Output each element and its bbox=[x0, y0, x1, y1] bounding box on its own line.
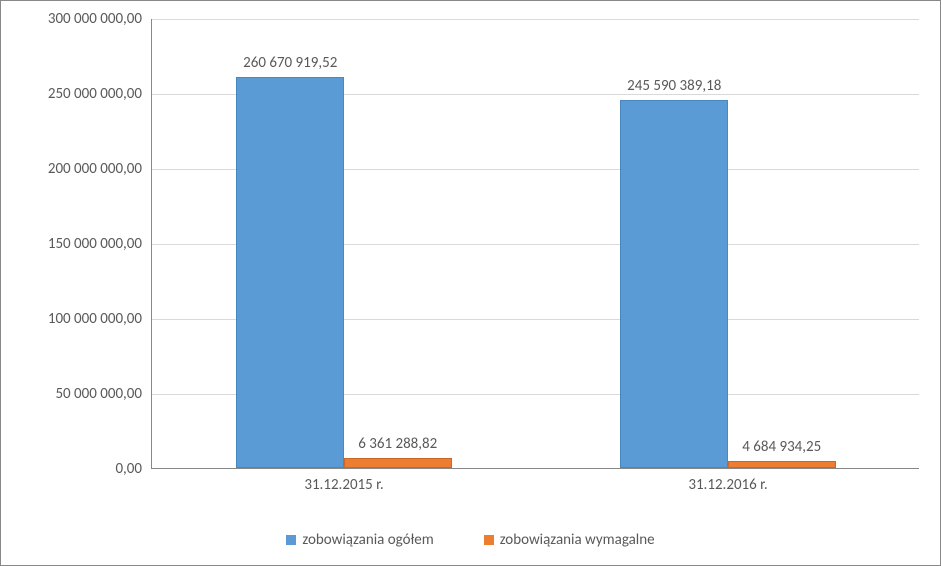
legend-item: zobowiązania ogółem bbox=[286, 531, 433, 549]
gridline bbox=[152, 19, 919, 20]
bar bbox=[728, 461, 836, 468]
bar-value-label: 260 670 919,52 bbox=[243, 54, 337, 78]
y-tick-label: 100 000 000,00 bbox=[48, 310, 142, 328]
x-tick-label: 31.12.2016 r. bbox=[688, 476, 767, 494]
legend-label: zobowiązania wymagalne bbox=[500, 531, 655, 549]
y-tick-label: 0,00 bbox=[115, 460, 142, 478]
y-tick-label: 150 000 000,00 bbox=[48, 235, 142, 253]
y-tick-label: 250 000 000,00 bbox=[48, 85, 142, 103]
legend: zobowiązania ogółem zobowiązania wymagaln… bbox=[1, 531, 940, 549]
legend-swatch bbox=[484, 535, 494, 545]
y-tick-label: 200 000 000,00 bbox=[48, 160, 142, 178]
y-tick-label: 300 000 000,00 bbox=[48, 10, 142, 28]
bar-value-label: 6 361 288,82 bbox=[358, 435, 437, 459]
x-tick-label: 31.12.2015 r. bbox=[304, 476, 383, 494]
bar bbox=[620, 100, 728, 468]
legend-label: zobowiązania ogółem bbox=[302, 531, 433, 549]
bar bbox=[344, 458, 452, 468]
bar-value-label: 245 590 389,18 bbox=[627, 77, 721, 101]
chart-container: 0,00 50 000 000,00 100 000 000,00 150 000 0… bbox=[0, 0, 941, 566]
y-tick-label: 50 000 000,00 bbox=[55, 385, 142, 403]
bar-value-label: 4 684 934,25 bbox=[742, 438, 821, 462]
plot-area: 0,0050 000 000,00100 000 000,00150 000 0… bbox=[151, 19, 919, 469]
legend-swatch bbox=[286, 535, 296, 545]
legend-item: zobowiązania wymagalne bbox=[484, 531, 655, 549]
bar bbox=[236, 77, 344, 468]
